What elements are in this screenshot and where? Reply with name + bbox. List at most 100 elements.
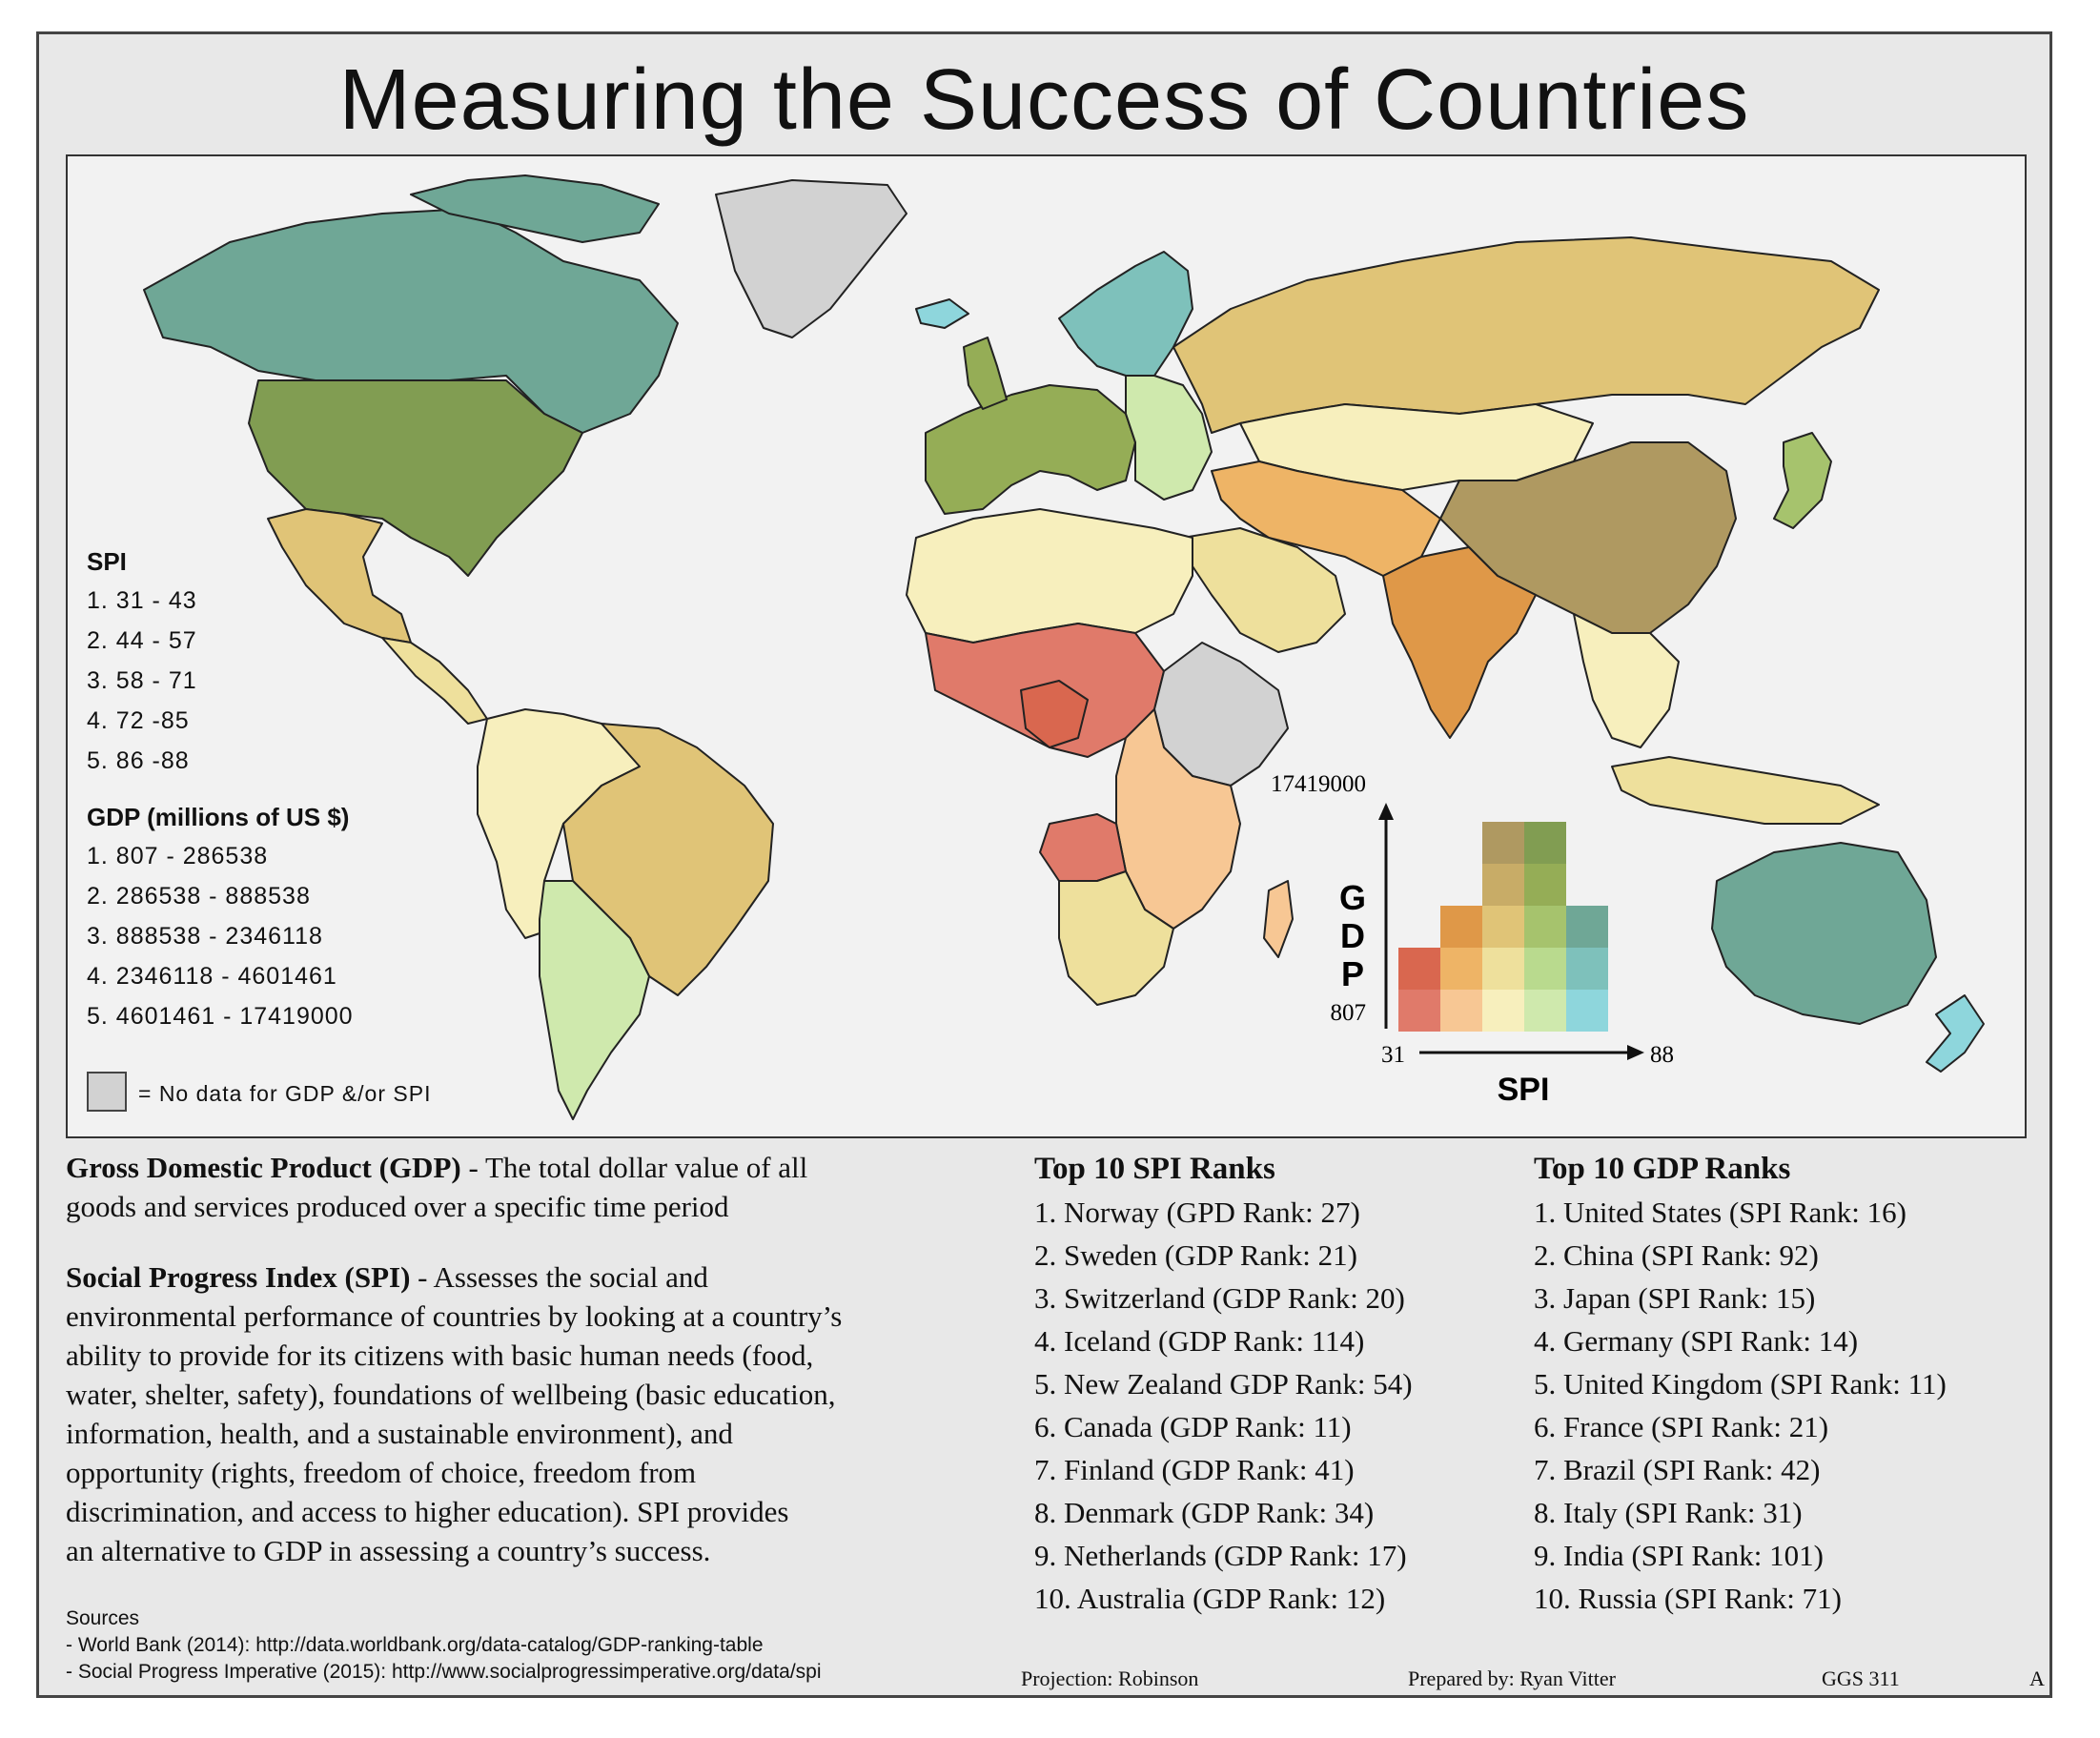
region-andean-south-america [477, 708, 641, 939]
list-item: 4. Iceland (GDP Rank: 114) [1034, 1324, 1365, 1358]
spi-line: an alternative to GDP in assessing a cou… [66, 1534, 711, 1567]
spi-term: Social Progress Index (SPI) [66, 1260, 411, 1294]
region-nigeria [1020, 680, 1089, 748]
spi-line: opportunity (rights, freedom of choice, … [66, 1456, 697, 1489]
list-item: 9. India (SPI Rank: 101) [1534, 1539, 1824, 1572]
region-southern-africa [1058, 870, 1174, 1006]
bivariate-cell [1398, 990, 1440, 1032]
region-uk [963, 337, 1008, 410]
bivariate-cell [1524, 906, 1566, 948]
region-canada-islands [410, 174, 660, 243]
bivariate-spi-min: 31 [1381, 1042, 1405, 1068]
legend-spi-class-3: 3. 58 - 71 [87, 667, 197, 694]
top-spi-title: Top 10 SPI Ranks [1034, 1152, 1275, 1186]
region-indonesia [1611, 756, 1880, 825]
list-item: 4. Germany (SPI Rank: 14) [1534, 1324, 1859, 1358]
top-gdp-title: Top 10 GDP Ranks [1534, 1152, 1791, 1186]
no-data-label: = No data for GDP &/or SPI [138, 1081, 432, 1106]
gdp-definition: Gross Domestic Product (GDP) - The total… [66, 1148, 1057, 1226]
bivariate-cell [1398, 948, 1440, 990]
list-item: 7. Brazil (SPI Rank: 42) [1534, 1453, 1821, 1486]
bivariate-cell [1482, 948, 1524, 990]
region-japan [1773, 432, 1832, 529]
region-russia [1172, 236, 1880, 434]
page-title: Measuring the Success of Countries [338, 52, 1750, 148]
list-item: 6. Canada (GDP Rank: 11) [1034, 1410, 1352, 1443]
bivariate-cell [1482, 864, 1524, 906]
bivariate-cell [1524, 990, 1566, 1032]
spi-axis-arrow-icon [1627, 1045, 1644, 1060]
region-western-europe [925, 384, 1136, 515]
no-data-swatch [87, 1072, 127, 1112]
region-new-zealand [1926, 994, 1985, 1073]
projection-label: Projection: Robinson [1021, 1666, 1199, 1690]
region-saudi-arabia [1182, 527, 1346, 653]
gdp-text-2: goods and services produced over a speci… [66, 1190, 729, 1223]
legend-gdp-class-4: 4. 2346118 - 4601461 [87, 963, 337, 990]
bivariate-cell [1482, 990, 1524, 1032]
region-madagascar [1263, 880, 1294, 958]
legend-spi-class-4: 4. 72 -85 [87, 707, 190, 734]
list-item: 7. Finland (GDP Rank: 41) [1034, 1453, 1355, 1486]
bivariate-cell [1524, 864, 1566, 906]
list-item: 8. Denmark (GDP Rank: 34) [1034, 1496, 1375, 1529]
region-angola [1039, 813, 1127, 882]
gdp-text-1: - The total dollar value of all [460, 1151, 808, 1184]
world-map [143, 174, 1985, 1120]
spi-text-1: - Assesses the social and [410, 1260, 708, 1294]
source-line: - Social Progress Imperative (2015): htt… [66, 1661, 822, 1683]
bivariate-cell [1566, 990, 1608, 1032]
spi-line: water, shelter, safety), foundations of … [66, 1378, 836, 1411]
map-panel: SPI 1. 31 - 43 2. 44 - 57 3. 58 - 71 4. … [66, 154, 2027, 1138]
legend-spi-title: SPI [87, 547, 127, 576]
region-greenland [715, 179, 907, 338]
list-item: 5. New Zealand GDP Rank: 54) [1034, 1367, 1413, 1401]
list-item: 6. France (SPI Rank: 21) [1534, 1410, 1829, 1443]
bivariate-cell [1440, 948, 1482, 990]
list-item: 5. United Kingdom (SPI Rank: 11) [1534, 1367, 1947, 1401]
legend-spi-class-2: 2. 44 - 57 [87, 627, 197, 654]
gdp-term: Gross Domestic Product (GDP) [66, 1151, 461, 1184]
list-item: 2. Sweden (GDP Rank: 21) [1034, 1238, 1357, 1272]
bivariate-cell [1482, 822, 1524, 864]
bivariate-cell [1524, 822, 1566, 864]
region-eastern-europe [1125, 375, 1213, 501]
bivariate-cell [1440, 990, 1482, 1032]
region-central-america [381, 637, 488, 725]
region-australia [1711, 842, 1937, 1025]
region-brazil [562, 723, 774, 996]
region-mexico [267, 508, 412, 644]
bivariate-cell [1482, 906, 1524, 948]
list-item: 9. Netherlands (GDP Rank: 17) [1034, 1539, 1407, 1572]
spi-line: discrimination, and access to higher edu… [66, 1495, 789, 1528]
region-scandinavia [1058, 251, 1193, 377]
bivariate-cell [1566, 906, 1608, 948]
spi-line: information, health, and a sustainable e… [66, 1417, 733, 1450]
list-item: 1. Norway (GPD Rank: 27) [1034, 1196, 1360, 1229]
list-item: 10. Russia (SPI Rank: 71) [1534, 1582, 1842, 1615]
sources-heading: Sources [66, 1607, 140, 1629]
spi-definition: Social Progress Index (SPI) - Assesses t… [66, 1257, 1067, 1570]
legend-spi-class-5: 5. 86 -88 [87, 747, 190, 774]
region-southeast-asia [1573, 613, 1680, 748]
list-item: 3. Japan (SPI Rank: 15) [1534, 1281, 1816, 1315]
bivariate-cell [1524, 948, 1566, 990]
legend-gdp-class-5: 5. 4601461 - 17419000 [87, 1003, 354, 1030]
prepared-by-label: Prepared by: Ryan Vitter [1408, 1666, 1616, 1690]
bivariate-gdp-min: 807 [1331, 1000, 1367, 1026]
region-india [1382, 546, 1537, 739]
bivariate-cell [1440, 906, 1482, 948]
course-label: GGS 311 [1822, 1666, 1900, 1690]
region-argentina-chile [539, 880, 650, 1120]
gdp-axis-arrow-icon [1378, 803, 1394, 820]
list-item: 1. United States (SPI Rank: 16) [1534, 1196, 1906, 1229]
list-item: 10. Australia (GDP Rank: 12) [1034, 1582, 1386, 1615]
legend-spi-class-1: 1. 31 - 43 [87, 587, 197, 614]
region-canada [143, 208, 679, 434]
version-label: A [2029, 1666, 2045, 1690]
spi-line: ability to provide for its citizens with… [66, 1339, 814, 1372]
bivariate-gdp-max: 17419000 [1271, 771, 1366, 797]
region-north-africa [906, 508, 1193, 644]
source-line: - World Bank (2014): http://data.worldba… [66, 1634, 764, 1656]
